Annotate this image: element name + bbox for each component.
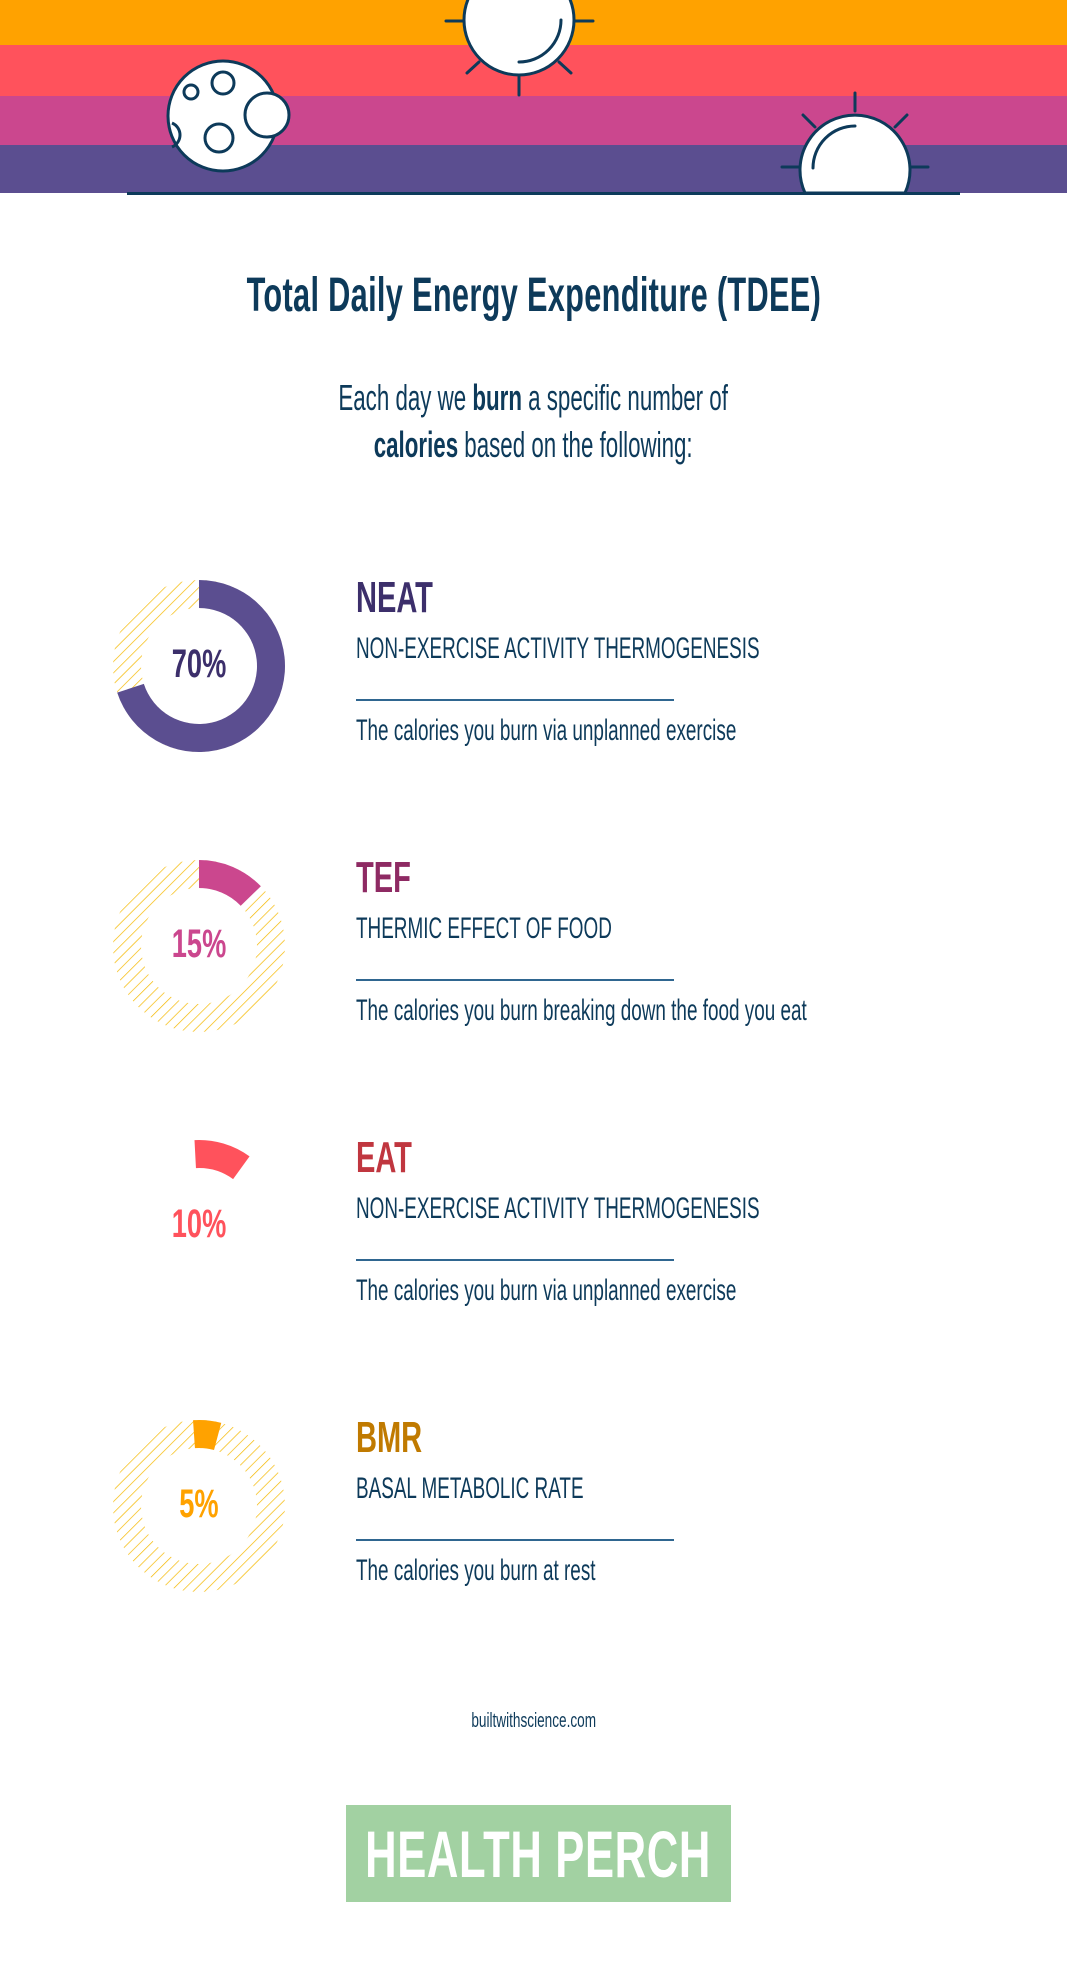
item-full-name-text: NON-EXERCISE ACTIVITY THERMOGENESIS: [356, 1192, 760, 1225]
item-label: NEAT: [356, 574, 473, 622]
percent-tef: 15%: [107, 922, 291, 966]
item-label: EAT: [356, 1134, 441, 1182]
donut-arc: [193, 1420, 222, 1450]
page-title: Total Daily Energy Expenditure (TDEE): [246, 269, 821, 322]
item-description: The calories you burn via unplanned exer…: [356, 1274, 960, 1308]
item-description: The calories you burn at rest: [356, 1554, 736, 1588]
intro-text: Each day we burn a specific number of ca…: [0, 374, 1067, 468]
rising-sun-icon: [780, 91, 930, 195]
item-full-name: THERMIC EFFECT OF FOOD: [356, 912, 762, 946]
horizon-line: [127, 192, 960, 195]
page-title-wrap: Total Daily Energy Expenditure (TDEE): [0, 268, 1067, 323]
donut-chart-neat: [113, 580, 285, 752]
item-full-name: BASAL METABOLIC RATE: [356, 1472, 717, 1506]
divider: [356, 979, 674, 981]
intro-line1-post: a specific number of: [522, 377, 729, 418]
item-description-text: The calories you burn at rest: [356, 1554, 596, 1587]
item-bmr: 5% BMR BASAL METABOLIC RATE The calories…: [0, 1414, 1067, 1654]
donut-arc: [199, 860, 261, 906]
item-description-text: The calories you burn via unplanned exer…: [356, 1274, 737, 1307]
brand-text: HEALTH PERCH: [365, 1816, 712, 1891]
percent-value: 5%: [179, 1482, 219, 1526]
item-label: TEF: [356, 854, 439, 902]
divider: [356, 1259, 674, 1261]
percent-bmr: 5%: [107, 1482, 291, 1526]
item-label-text: TEF: [356, 853, 411, 902]
item-neat: 70% NEAT NON-EXERCISE ACTIVITY THERMOGEN…: [0, 574, 1067, 814]
intro-burn: burn: [472, 377, 523, 418]
donut-chart-tef: [113, 860, 285, 1032]
hatched-remainder: [113, 1420, 285, 1592]
donut-chart-bmr: [113, 1420, 285, 1592]
item-description: The calories you burn via unplanned exer…: [356, 714, 960, 748]
intro-line2-post: based on the following:: [458, 424, 693, 465]
sun-icon: [444, 0, 595, 97]
header-illustration: [0, 0, 1067, 200]
item-label-text: NEAT: [356, 573, 433, 622]
item-description-text: The calories you burn breaking down the …: [356, 994, 807, 1027]
percent-value: 15%: [171, 922, 227, 966]
percent-eat: 10%: [107, 1202, 291, 1246]
item-full-name-text: BASAL METABOLIC RATE: [356, 1472, 584, 1505]
intro-line1-pre: Each day we: [338, 377, 473, 418]
item-label: BMR: [356, 1414, 456, 1462]
intro-calories: calories: [374, 424, 459, 465]
item-full-name: NON-EXERCISE ACTIVITY THERMOGENESIS: [356, 632, 997, 666]
brand-logo: HEALTH PERCH: [346, 1805, 731, 1902]
percent-value: 70%: [171, 642, 227, 686]
item-full-name-text: NON-EXERCISE ACTIVITY THERMOGENESIS: [356, 632, 760, 665]
divider: [356, 1539, 674, 1541]
item-label-text: EAT: [356, 1133, 412, 1182]
source-link[interactable]: builtwithscience.com: [471, 1710, 596, 1732]
header-svg: [0, 0, 1067, 195]
donut-arc: [117, 580, 285, 752]
donut-arc: [194, 1140, 250, 1180]
item-description-text: The calories you burn via unplanned exer…: [356, 714, 737, 747]
item-description: The calories you burn breaking down the …: [356, 994, 1067, 1028]
donut-chart-eat: [194, 1140, 250, 1180]
item-label-text: BMR: [356, 1413, 423, 1462]
item-full-name-text: THERMIC EFFECT OF FOOD: [356, 912, 612, 945]
item-eat: 10% EAT NON-EXERCISE ACTIVITY THERMOGENE…: [0, 1134, 1067, 1374]
percent-neat: 70%: [107, 642, 291, 686]
item-tef: 15% TEF THERMIC EFFECT OF FOOD The calor…: [0, 854, 1067, 1094]
moon-icon: [166, 59, 291, 173]
divider: [356, 699, 674, 701]
item-full-name: NON-EXERCISE ACTIVITY THERMOGENESIS: [356, 1192, 997, 1226]
stripe-magenta: [0, 96, 1067, 145]
percent-value: 10%: [171, 1202, 227, 1246]
source-credit: builtwithscience.com: [0, 1710, 1067, 1733]
